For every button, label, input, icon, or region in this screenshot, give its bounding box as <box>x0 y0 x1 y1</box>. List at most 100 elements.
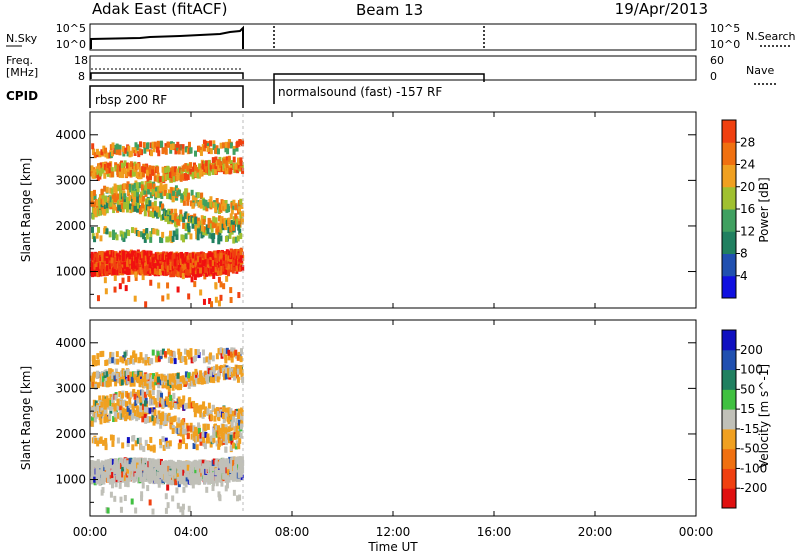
scatter-cell <box>191 373 195 380</box>
scatter-cell <box>146 407 150 414</box>
scatter-cell <box>186 262 190 269</box>
scatter-cell <box>234 474 238 481</box>
freq-tick-lo: 8 <box>78 70 85 83</box>
scatter-cell <box>172 230 176 237</box>
scatter-cell <box>215 259 219 266</box>
scatter-cell <box>210 414 214 421</box>
scatter-cell <box>189 348 193 355</box>
scatter-cell <box>169 172 173 179</box>
colorbar-frame <box>721 329 737 509</box>
scatter-cell <box>203 200 207 207</box>
scatter-cell <box>149 210 153 217</box>
scatter-cell <box>138 379 142 386</box>
scatter-cell <box>173 380 177 387</box>
scatter-cell <box>199 270 203 277</box>
colorbar-swatch <box>722 164 736 188</box>
scatter-cell <box>209 148 213 155</box>
scatter-cell <box>93 236 97 243</box>
scatter-cell <box>214 255 218 262</box>
scatter-cell <box>161 175 165 182</box>
scatter-cell <box>117 204 121 211</box>
scatter-cell <box>90 165 94 172</box>
scatter-cell <box>178 439 182 446</box>
cpid-label: CPID <box>6 89 38 103</box>
scatter-cell <box>123 475 127 482</box>
scatter-cell <box>225 160 229 167</box>
scatter-cell <box>180 234 184 241</box>
scatter-cell <box>108 380 112 387</box>
scatter-cell <box>232 237 236 244</box>
scatter-cell <box>212 436 216 443</box>
scatter-cell <box>164 437 168 444</box>
scatter-cell <box>236 354 240 361</box>
y-tick-label: 2000 <box>55 219 86 233</box>
scatter-cell <box>197 374 201 381</box>
scatter-cell <box>226 203 230 210</box>
scatter-cell <box>133 205 137 212</box>
scatter-cell <box>103 409 107 416</box>
scatter-cell <box>103 417 107 424</box>
scatter-cell <box>202 168 206 175</box>
colorbar-swatch <box>722 142 736 165</box>
scatter-cell <box>111 371 115 378</box>
scatter-cell <box>232 148 236 155</box>
scatter-cell <box>234 349 238 356</box>
scatter-cell <box>177 271 181 278</box>
scatter-cell <box>197 261 201 268</box>
scatter-cell <box>153 141 157 148</box>
scatter-cell <box>93 360 97 367</box>
scatter-cell <box>232 370 236 377</box>
scatter-cell <box>152 253 156 260</box>
scatter-cell <box>149 142 153 149</box>
scatter-cell <box>136 437 140 444</box>
scatter-cell <box>160 192 164 199</box>
scatter-cell <box>147 373 151 380</box>
scatter-cell <box>219 268 223 275</box>
scatter-cell <box>159 201 163 208</box>
scatter-cell <box>183 378 187 385</box>
scatter-cell <box>191 222 195 229</box>
scatter-cell <box>101 372 105 379</box>
scatter-cell <box>161 213 165 220</box>
scatter-cell <box>128 253 132 260</box>
scatter-cell <box>236 235 240 242</box>
scatter-cell <box>227 270 231 277</box>
scatter-cell <box>186 173 190 180</box>
scatter-cell <box>104 444 108 451</box>
scatter-cell <box>118 265 122 272</box>
scatter-cell <box>209 441 213 448</box>
scatter-cell <box>130 268 134 275</box>
scatter-cell <box>185 264 189 271</box>
scatter-cell <box>169 271 173 278</box>
scatter-cell <box>238 228 242 235</box>
scatter-cell <box>196 435 200 442</box>
scatter-cell <box>217 276 221 283</box>
x-tick-label: 04:00 <box>174 525 209 539</box>
scatter-cell <box>212 140 216 147</box>
scatter-cell <box>206 423 210 430</box>
scatter-cell <box>144 359 148 366</box>
scatter-cell <box>239 432 243 439</box>
scatter-cell <box>134 472 138 479</box>
colorbar-swatch <box>722 448 736 469</box>
scatter-cell <box>204 266 208 273</box>
colorbar-swatch <box>722 330 736 351</box>
scatter-cell <box>230 202 234 209</box>
scatter-cell <box>152 146 156 153</box>
scatter-cell <box>209 478 213 485</box>
scatter-cell <box>181 273 185 280</box>
scatter-cell <box>236 430 240 437</box>
scatter-cell <box>235 265 239 272</box>
scatter-cell <box>186 269 190 276</box>
scatter-cell <box>124 147 128 154</box>
scatter-cell <box>232 199 236 206</box>
scatter-cell <box>135 172 139 179</box>
scatter-cell <box>192 400 196 407</box>
scatter-cell <box>153 397 157 404</box>
scatter-cell <box>141 412 145 419</box>
scatter-cell <box>146 175 150 182</box>
scatter-cell <box>237 471 241 478</box>
scatter-cell <box>166 415 170 422</box>
scatter-cell <box>149 250 153 257</box>
scatter-cell <box>184 225 188 232</box>
